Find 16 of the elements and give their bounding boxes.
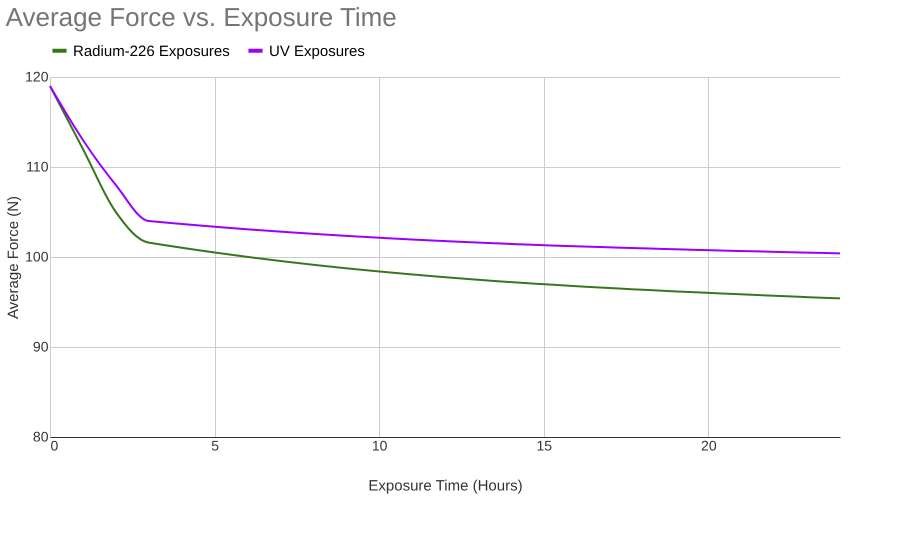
- x-tick-label: 0: [50, 438, 58, 454]
- x-tick-label: 20: [701, 438, 717, 454]
- y-tick-label: 100: [25, 248, 49, 264]
- chart-title: Average Force vs. Exposure Time: [6, 2, 397, 32]
- x-tick-label: 5: [211, 438, 220, 454]
- y-axis-title: Average Force (N): [5, 196, 22, 320]
- x-axis-title: Exposure Time (Hours): [368, 478, 523, 494]
- line-series: [49, 85, 841, 254]
- x-tick-label: 15: [536, 438, 552, 454]
- legend-label: Radium-226 Exposures: [73, 42, 230, 60]
- y-tick-label: 110: [26, 158, 49, 174]
- y-tick-label: 80: [32, 428, 49, 444]
- x-tick-label: 10: [372, 438, 388, 454]
- legend-label: UV Exposures: [269, 42, 365, 60]
- y-tick-label: 120: [25, 68, 49, 84]
- y-tick-label: 90: [32, 338, 49, 354]
